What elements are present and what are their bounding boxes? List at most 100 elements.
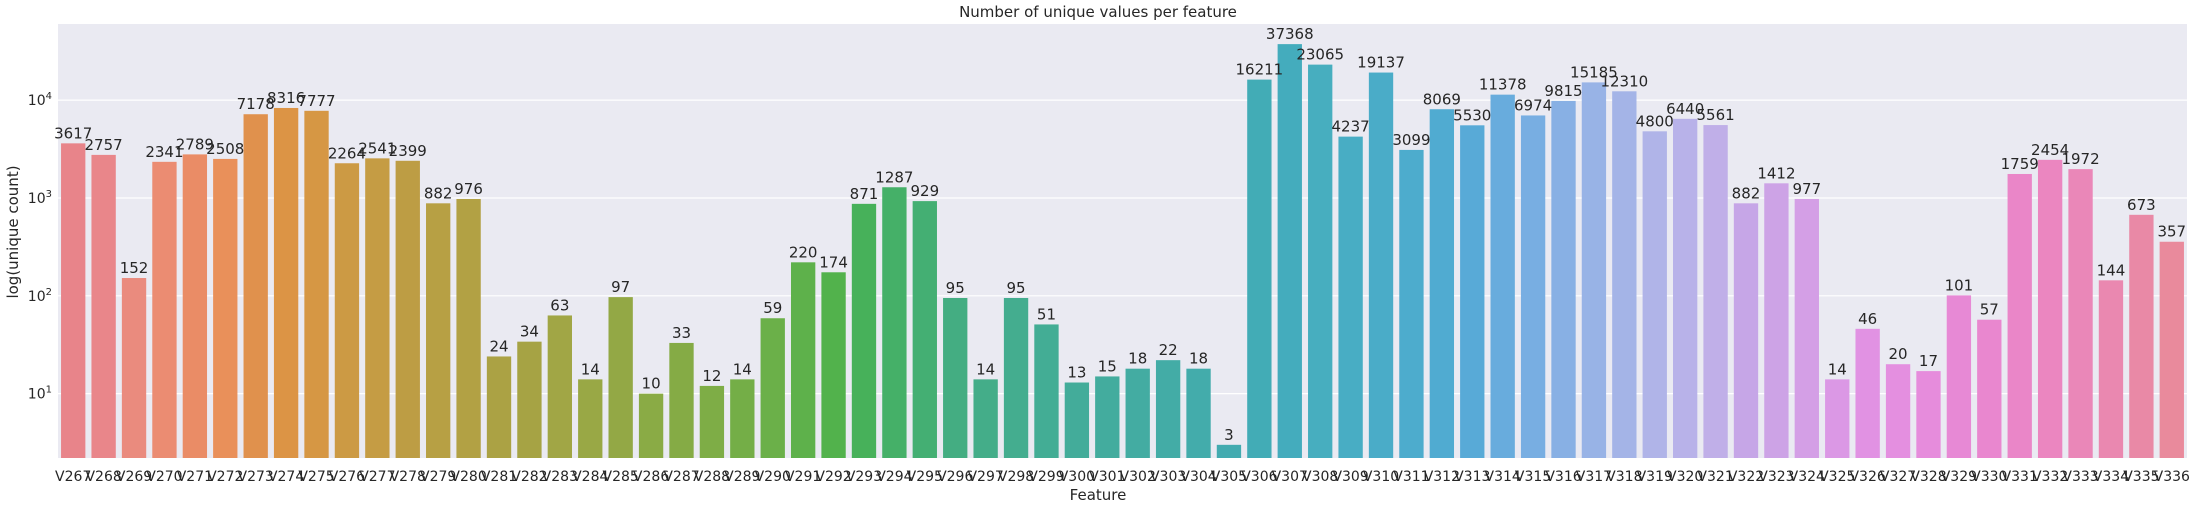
x-tick-label: V334 bbox=[2093, 469, 2129, 485]
bar-value-label: 1759 bbox=[2001, 155, 2039, 173]
bar-v306 bbox=[1247, 79, 1272, 458]
x-tick-label: V300 bbox=[1059, 469, 1095, 485]
x-tick-label: V314 bbox=[1485, 469, 1521, 485]
x-tick-label: V273 bbox=[238, 469, 274, 485]
bar-v292 bbox=[821, 272, 846, 458]
bar-v287 bbox=[669, 342, 694, 458]
bar-v305 bbox=[1216, 444, 1242, 458]
x-tick-label: V298 bbox=[998, 469, 1034, 485]
x-tick-label: V285 bbox=[603, 469, 639, 485]
bar-value-label: 95 bbox=[1007, 279, 1026, 297]
bar-v326 bbox=[1855, 328, 1880, 458]
bar-value-label: 144 bbox=[2097, 261, 2126, 279]
bar-v271 bbox=[182, 154, 208, 458]
bar-v308 bbox=[1308, 64, 1333, 459]
x-axis-ticks: V267V268V269V270V271V272V273V274V275V276… bbox=[55, 469, 2190, 485]
y-tick-label: 103 bbox=[28, 189, 52, 207]
x-tick-label: V290 bbox=[755, 469, 791, 485]
bar-v302 bbox=[1125, 368, 1150, 458]
bar-v272 bbox=[213, 158, 238, 459]
bar-v321 bbox=[1703, 125, 1728, 458]
y-tick-label: 104 bbox=[28, 91, 52, 109]
x-tick-label: V313 bbox=[1454, 469, 1490, 485]
bar-value-label: 1287 bbox=[875, 168, 913, 186]
bar-v291 bbox=[790, 262, 816, 458]
bar-v323 bbox=[1764, 183, 1789, 458]
x-tick-label: V332 bbox=[2032, 469, 2068, 485]
bar-value-label: 976 bbox=[454, 180, 483, 198]
bar-v304 bbox=[1186, 368, 1211, 458]
x-tick-label: V333 bbox=[2062, 469, 2098, 485]
x-tick-label: V303 bbox=[1150, 469, 1186, 485]
bar-v278 bbox=[395, 160, 420, 458]
bar-value-label: 34 bbox=[520, 323, 539, 341]
bar-value-label: 20 bbox=[1889, 345, 1908, 363]
bar-v289 bbox=[730, 379, 755, 458]
x-tick-label: V312 bbox=[1424, 469, 1460, 485]
bar-v282 bbox=[517, 341, 542, 458]
x-tick-label: V323 bbox=[1758, 469, 1794, 485]
x-tick-label: V315 bbox=[1515, 469, 1551, 485]
bar-v313 bbox=[1460, 125, 1485, 458]
bar-v296 bbox=[943, 297, 968, 458]
bar-v331 bbox=[2007, 173, 2032, 458]
bar-v298 bbox=[1003, 297, 1029, 458]
bar-value-label: 2508 bbox=[206, 140, 244, 158]
bar-value-label: 2789 bbox=[176, 135, 214, 153]
x-tick-label: V278 bbox=[390, 469, 426, 485]
bar-v285 bbox=[608, 297, 633, 458]
bar-value-label: 8316 bbox=[267, 89, 305, 107]
bar-value-label: 95 bbox=[946, 279, 965, 297]
bar-value-label: 63 bbox=[550, 296, 569, 314]
bar-value-label: 97 bbox=[611, 278, 630, 296]
bar-v286 bbox=[638, 393, 664, 458]
bar-v333 bbox=[2068, 169, 2093, 458]
bar-value-label: 2757 bbox=[85, 136, 123, 154]
bar-value-label: 5561 bbox=[1696, 106, 1734, 124]
x-tick-label: V331 bbox=[2002, 469, 2038, 485]
bar-v332 bbox=[2037, 159, 2063, 458]
bar-value-label: 2341 bbox=[145, 143, 183, 161]
bar-v324 bbox=[1794, 198, 1819, 459]
x-tick-label: V327 bbox=[1880, 469, 1916, 485]
bar-v300 bbox=[1064, 382, 1090, 458]
bar-value-label: 882 bbox=[1732, 184, 1761, 202]
bar-value-label: 882 bbox=[424, 184, 453, 202]
x-tick-label: V305 bbox=[1211, 469, 1247, 485]
bar-value-label: 6974 bbox=[1514, 96, 1552, 114]
bar-value-label: 33 bbox=[672, 324, 691, 342]
x-tick-label: V302 bbox=[1120, 469, 1156, 485]
x-tick-label: V288 bbox=[694, 469, 730, 485]
bar-value-label: 12 bbox=[702, 367, 721, 385]
x-tick-label: V283 bbox=[542, 469, 578, 485]
bar-v293 bbox=[851, 203, 877, 458]
x-tick-label: V293 bbox=[846, 469, 882, 485]
bar-value-label: 3 bbox=[1224, 426, 1234, 444]
chart-title: Number of unique values per feature bbox=[959, 3, 1237, 21]
x-tick-label: V310 bbox=[1363, 469, 1399, 485]
bar-v295 bbox=[912, 201, 937, 458]
bar-v334 bbox=[2098, 280, 2124, 458]
x-tick-label: V286 bbox=[633, 469, 669, 485]
bar-v327 bbox=[1885, 364, 1911, 458]
bar-v336 bbox=[2159, 241, 2184, 458]
x-tick-label: V325 bbox=[1819, 469, 1855, 485]
x-tick-label: V287 bbox=[663, 469, 699, 485]
bar-value-label: 2541 bbox=[358, 139, 396, 157]
bar-value-label: 174 bbox=[819, 253, 848, 271]
bar-value-label: 59 bbox=[763, 299, 782, 317]
x-tick-label: V281 bbox=[481, 469, 517, 485]
x-tick-label: V304 bbox=[1180, 469, 1216, 485]
bar-v299 bbox=[1034, 324, 1059, 458]
x-tick-label: V269 bbox=[116, 469, 152, 485]
x-tick-label: V280 bbox=[450, 469, 486, 485]
bar-value-label: 16211 bbox=[1236, 61, 1284, 79]
x-tick-label: V330 bbox=[1971, 469, 2007, 485]
bar-value-label: 18 bbox=[1128, 350, 1147, 368]
bar-v297 bbox=[973, 379, 998, 458]
bar-value-label: 4237 bbox=[1332, 118, 1370, 136]
x-tick-label: V320 bbox=[1667, 469, 1703, 485]
x-tick-label: V324 bbox=[1789, 469, 1825, 485]
bar-v328 bbox=[1916, 371, 1941, 458]
